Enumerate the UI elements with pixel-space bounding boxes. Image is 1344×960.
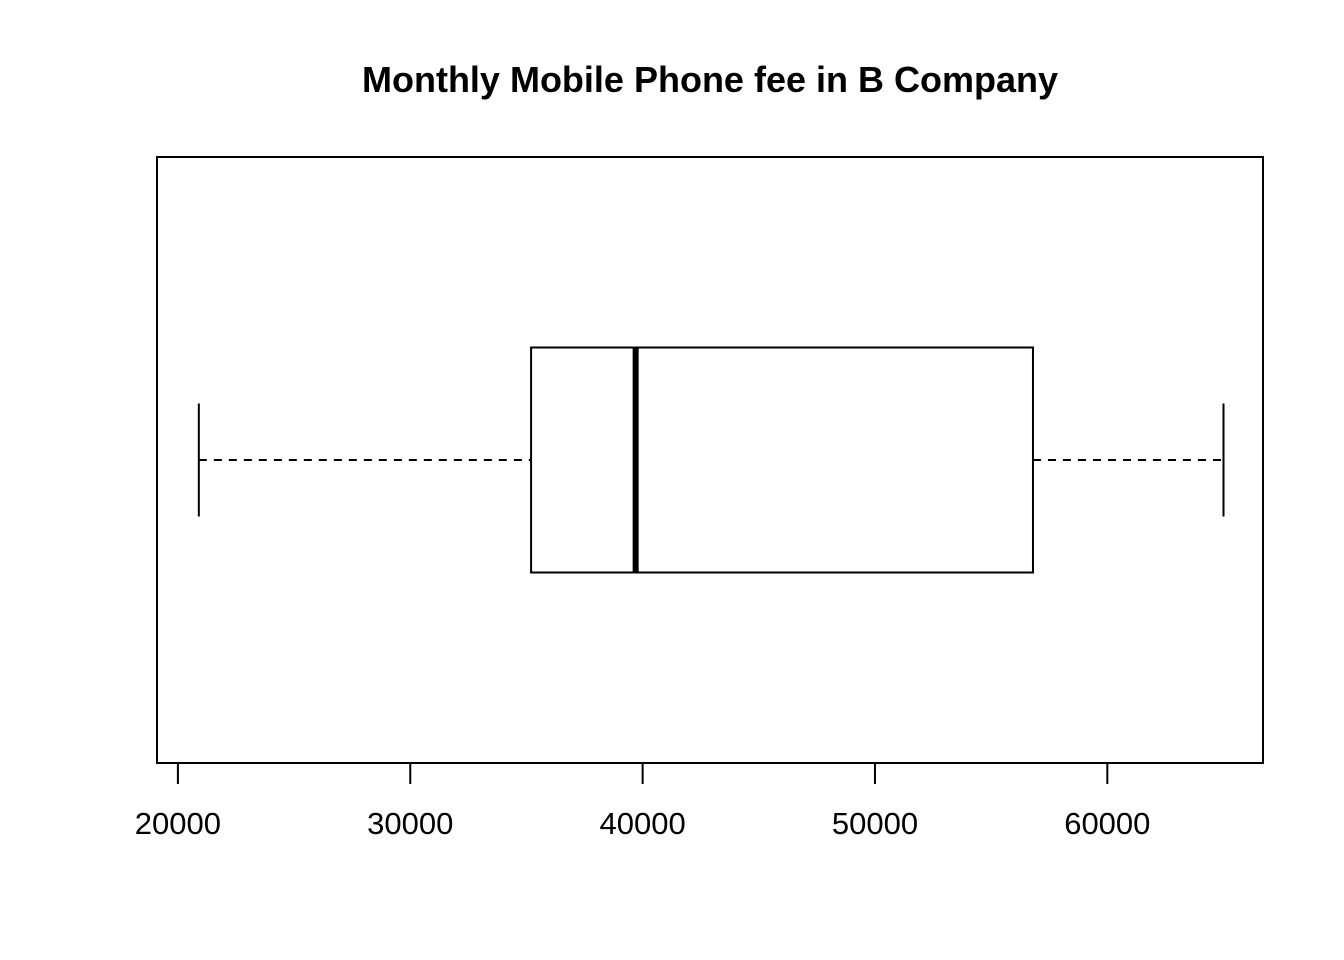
boxplot (197, 346, 1225, 574)
x-tick-label: 60000 (1064, 806, 1150, 841)
iqr-box (530, 346, 1034, 574)
x-axis: 20000 30000 40000 50000 60000 (135, 762, 1150, 841)
chart-title: Monthly Mobile Phone fee in B Company (362, 59, 1058, 100)
x-tick-label: 20000 (135, 806, 221, 841)
x-tick-label: 30000 (367, 806, 453, 841)
x-tick-label: 40000 (600, 806, 686, 841)
x-tick-label: 50000 (832, 806, 918, 841)
